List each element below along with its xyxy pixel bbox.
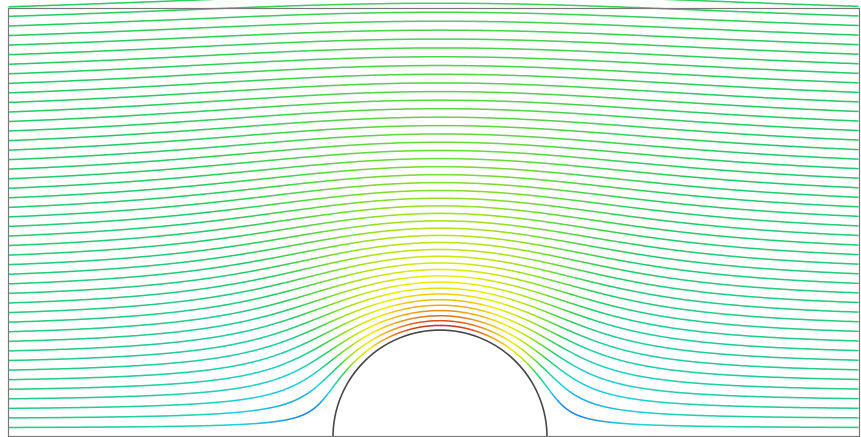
streamline-segment (554, 396, 559, 402)
streamline-segment (551, 392, 556, 399)
streamline-segment (341, 371, 346, 377)
streamline-segment (542, 381, 547, 387)
streamline-segment (536, 373, 541, 379)
streamline-segment (329, 386, 334, 392)
streamline-segment (326, 390, 331, 396)
streamline-segment (545, 384, 550, 391)
streamline-segment (338, 374, 343, 380)
streamline-segment (344, 367, 349, 373)
streamline-segment (323, 394, 328, 400)
streamline-segment (320, 397, 325, 403)
streamline-segment (335, 378, 340, 384)
streamline-segment (533, 369, 538, 375)
streamline-segment (548, 388, 553, 395)
streamline-segment (332, 382, 337, 388)
streamline-segment (530, 366, 535, 372)
streamline-segment (539, 377, 544, 383)
streamlines-group (8, 0, 859, 429)
